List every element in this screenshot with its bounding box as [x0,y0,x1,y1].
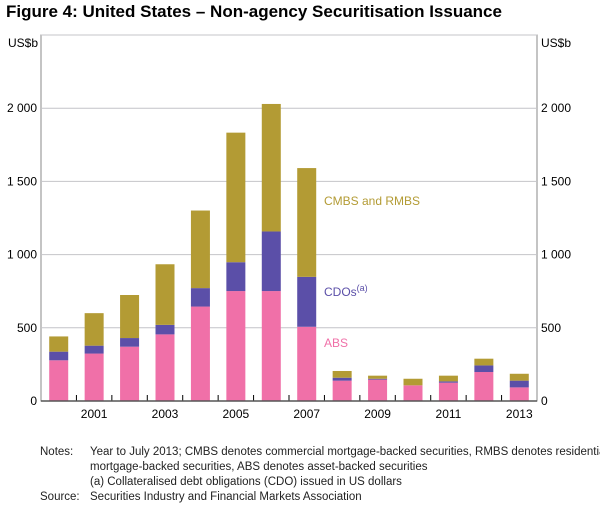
x-tick-label: 2007 [293,407,320,421]
bar-cmbs-and-rmbs-2010 [403,378,423,386]
bar-abs-2007 [297,326,317,401]
bar-cmbs-and-rmbs-2013 [509,373,529,381]
x-tick-label: 2009 [364,407,391,421]
bar-cdos-2007 [297,276,317,327]
bar-cdos-2009 [368,378,388,380]
y-tick-label-left: 2 000 [7,101,37,115]
legend-label-cdos: CDOs(a) [324,283,368,299]
notes-line: Year to July 2013; CMBS denotes commerci… [90,446,600,458]
bar-cdos-2006 [261,231,281,292]
bar-cdos-2011 [438,381,458,383]
bar-cmbs-and-rmbs-2003 [155,264,175,325]
source-text: Securities Industry and Financial Market… [90,491,362,503]
bar-abs-2005 [226,291,246,401]
bar-abs-2002 [120,346,140,401]
bar-cmbs-and-rmbs-2011 [438,375,458,382]
y-tick-label-right: 1 500 [541,174,571,188]
y-tick-label-right: 0 [541,394,548,408]
bar-cmbs-and-rmbs-2001 [84,313,104,346]
x-tick-label: 2001 [81,407,108,421]
bar-cmbs-and-rmbs-2007 [297,168,317,277]
bar-cdos-2013 [509,380,529,388]
bar-abs-2009 [368,379,388,401]
bar-cdos-2004 [190,288,210,307]
bar-cmbs-and-rmbs-2002 [120,295,140,339]
bar-abs-2001 [84,353,104,401]
bar-cmbs-and-rmbs-2012 [474,358,494,366]
bar-cdos-2000 [49,351,69,361]
y-tick-label-left: 1 000 [7,248,37,262]
plot-frame [40,34,538,402]
bar-cmbs-and-rmbs-2009 [368,375,388,379]
notes-line: mortgage-backed securities, ABS denotes … [90,461,428,473]
bar-cdos-2012 [474,365,494,373]
y-tick-label-left: 1 500 [7,174,37,188]
notes-label: Notes: [40,446,74,458]
y-tick-label-left: 0 [30,394,37,408]
source-label: Source: [40,491,80,503]
legend-label-abs: ABS [324,336,348,350]
bar-abs-2006 [261,291,281,401]
bar-abs-2003 [155,334,175,401]
chart-title: Figure 4: United States – Non-agency Sec… [6,2,502,21]
bar-cmbs-and-rmbs-2005 [226,132,246,263]
y-tick-label-left: 500 [17,321,37,335]
bar-cdos-2002 [120,338,140,347]
bar-cdos-2003 [155,324,175,335]
bar-abs-2004 [190,306,210,401]
y-tick-label-right: 1 000 [541,248,571,262]
x-tick-label: 2003 [152,407,179,421]
bar-cdos-2005 [226,262,246,292]
bar-abs-2011 [438,382,458,401]
x-tick-label: 2011 [436,407,462,421]
bar-cdos-2001 [84,345,104,354]
bar-abs-2000 [49,360,69,401]
notes-line: (a) Collateralised debt obligations (CDO… [90,476,402,488]
bar-cdos-2008 [332,377,352,381]
y-tick-label-right: 2 000 [541,101,571,115]
bar-abs-2008 [332,380,352,401]
bar-abs-2013 [509,387,529,401]
bar-cmbs-and-rmbs-2000 [49,336,69,352]
bar-abs-2012 [474,372,494,401]
x-tick-label: 2005 [223,407,250,421]
y-axis-label-right: US$b [541,36,571,50]
legend-superscript: (a) [357,283,368,293]
bar-cmbs-and-rmbs-2004 [190,210,210,289]
bar-abs-2010 [403,385,423,401]
chart: 0 0 500 500 1 000 1 000 1 500 1 500 2 000 2 000 US… [7,34,571,421]
y-axis-label-left: US$b [8,36,38,50]
y-tick-label-right: 500 [541,321,561,335]
x-tick-label: 2013 [506,407,533,421]
bar-cmbs-and-rmbs-2006 [261,103,281,232]
legend-label-cmbs-rmbs: CMBS and RMBS [324,194,420,208]
bar-cmbs-and-rmbs-2008 [332,370,352,378]
